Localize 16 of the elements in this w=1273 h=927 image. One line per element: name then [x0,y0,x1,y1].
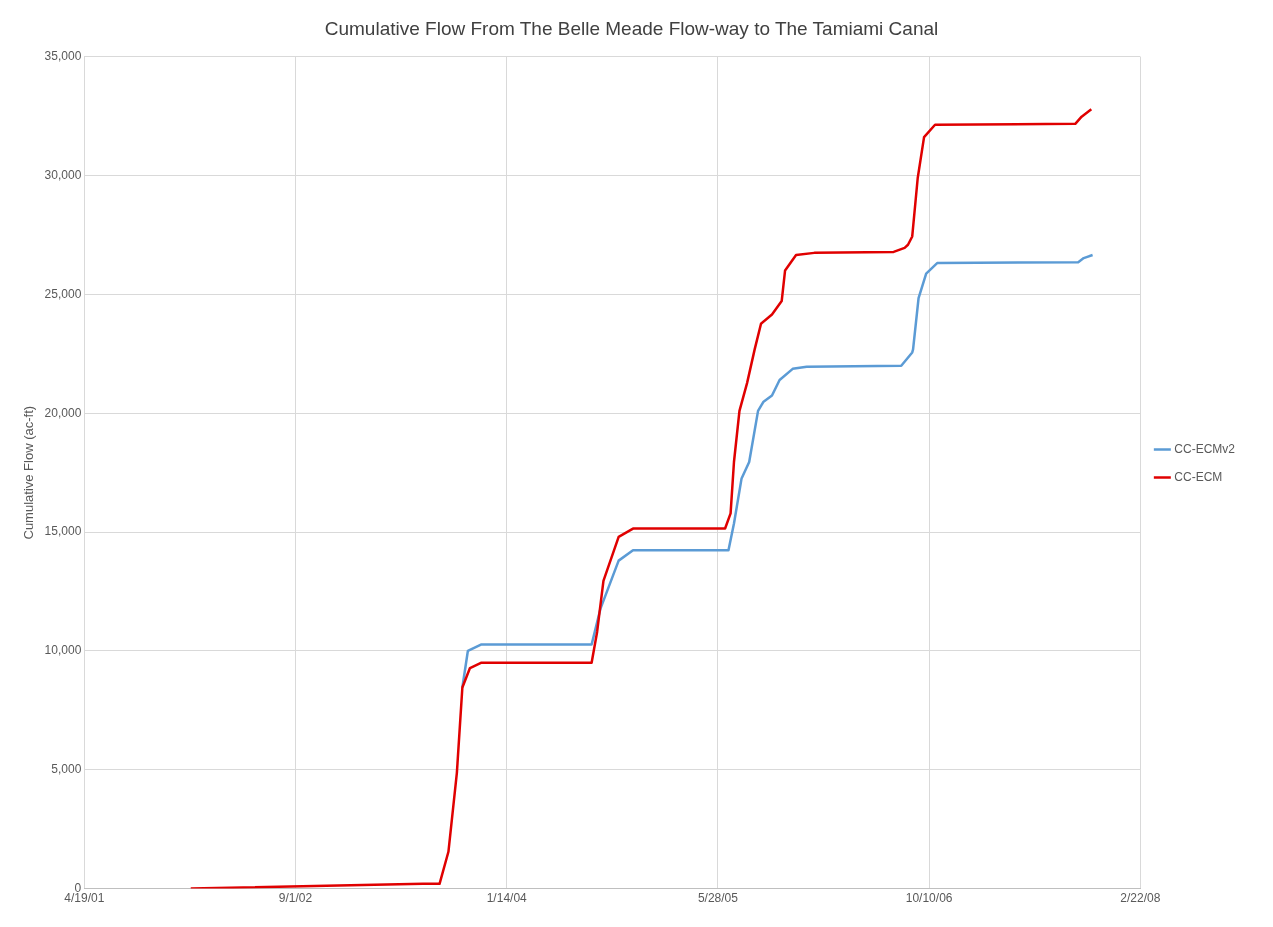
x-tick-label: 9/1/02 [278,891,313,906]
y-tick-label: 35,000 [44,49,82,64]
y-tick-label: 20,000 [44,405,82,420]
x-tick-label: 5/28/05 [697,891,739,906]
y-tick-label: 10,000 [44,643,82,658]
y-tick-label: 15,000 [44,524,82,539]
legend-label: CC-ECM [1174,469,1223,484]
y-tick-label: 25,000 [44,286,82,301]
y-tick-label: 5,000 [51,762,82,777]
y-axis-title: Cumulative Flow (ac-ft) [21,405,37,540]
legend-label: CC-ECMv2 [1174,441,1236,456]
y-tick-label: 30,000 [44,167,82,182]
x-tick-label: 2/22/08 [1120,891,1161,906]
x-tick-label: 10/10/06 [905,891,953,906]
chart-title: Cumulative Flow From The Belle Meade Flow-way to The Tamiami Canal [324,17,939,39]
x-tick-label: 1/14/04 [486,891,528,906]
